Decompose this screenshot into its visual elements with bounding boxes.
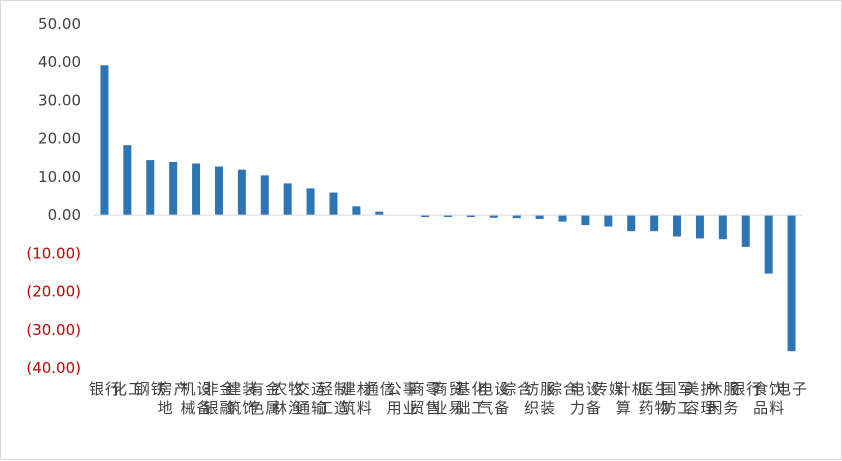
bar <box>444 215 452 218</box>
x-category-label: 化工 <box>112 380 143 398</box>
bar <box>260 175 269 216</box>
x-category-label: 建筑材料 <box>341 380 372 417</box>
y-axis-ticks: 50.00 40.00 30.00 20.00 10.00 0.00 (10.00) (20.… <box>26 15 81 377</box>
bar <box>535 215 544 219</box>
category-labels: 银行化工钢铁房地产机械设备非银金融建筑装饰有色金属农林牧渔交通运输轻工制造建筑材… <box>89 380 807 417</box>
x-category-label: 综合 <box>547 380 578 398</box>
bar <box>123 145 132 216</box>
x-category-label: 休闲服务 <box>707 380 738 417</box>
bar <box>604 215 613 227</box>
bar <box>214 166 223 216</box>
bar <box>329 192 338 216</box>
x-category-label: 轻工制造 <box>318 380 349 417</box>
x-category-label: 机械设备 <box>181 380 212 417</box>
y-tick-label: 0.00 <box>48 206 81 224</box>
y-tick-label: (40.00) <box>26 359 81 377</box>
bar <box>352 206 361 216</box>
x-category-label: 建筑装饰 <box>226 380 257 417</box>
bar <box>283 183 292 216</box>
x-category-label: 纺织服装 <box>524 380 555 417</box>
x-category-label: 电气设备 <box>478 380 509 417</box>
y-tick-label: (30.00) <box>26 321 81 339</box>
x-category-label: 钢铁 <box>135 380 166 398</box>
x-category-label: 银行 <box>89 380 120 398</box>
y-tick-label: 40.00 <box>38 53 81 71</box>
x-category-label: 公用事业 <box>387 380 418 417</box>
x-category-label: 房地产 <box>158 380 189 417</box>
y-tick-label: (10.00) <box>26 244 81 262</box>
x-category-label: 商贸零售 <box>410 380 441 417</box>
y-tick-label: 20.00 <box>38 130 81 148</box>
bar <box>627 215 636 232</box>
bar <box>146 160 155 216</box>
x-category-label: 食品饮料 <box>753 380 784 417</box>
bar <box>421 215 430 218</box>
bar <box>581 215 590 226</box>
bar <box>100 65 109 216</box>
x-category-label: 综合 <box>501 380 532 398</box>
bars <box>100 65 796 352</box>
x-category-label: 电力设备 <box>570 380 601 417</box>
bar <box>650 215 659 232</box>
x-category-label: 基础化工 <box>455 380 486 417</box>
bar <box>718 215 727 240</box>
bar <box>466 215 475 218</box>
x-category-label: 银行 <box>730 380 761 398</box>
bar <box>512 215 521 219</box>
x-category-label: 非银金融 <box>203 380 234 417</box>
bar <box>673 215 682 237</box>
bar <box>787 215 796 352</box>
x-category-label: 通信 <box>364 380 395 398</box>
x-category-label: 传媒 <box>593 380 624 398</box>
bar <box>489 215 498 218</box>
bar <box>306 188 315 216</box>
bar <box>237 169 246 216</box>
y-tick-label: (20.00) <box>26 283 81 301</box>
y-tick-label: 10.00 <box>38 168 81 186</box>
bar <box>558 215 567 222</box>
bar <box>695 215 704 239</box>
x-category-label: 商业贸易 <box>432 380 463 417</box>
y-tick-label: 50.00 <box>38 15 81 33</box>
x-category-label: 有色金属 <box>249 380 280 417</box>
bar <box>375 211 384 216</box>
x-category-label: 医药生物 <box>639 380 670 417</box>
x-category-label: 农林牧渔 <box>272 380 303 417</box>
x-category-label: 美容护理 <box>684 380 715 417</box>
bar <box>169 161 178 216</box>
x-category-label: 电子 <box>776 380 807 398</box>
y-tick-label: 30.00 <box>38 91 81 109</box>
x-category-label: 交通运输 <box>295 380 326 417</box>
x-category-label: 国防军工 <box>662 380 693 417</box>
x-category-label: 计算机 <box>616 380 647 417</box>
bar <box>741 215 750 247</box>
bar <box>192 163 201 216</box>
bar <box>764 215 773 274</box>
